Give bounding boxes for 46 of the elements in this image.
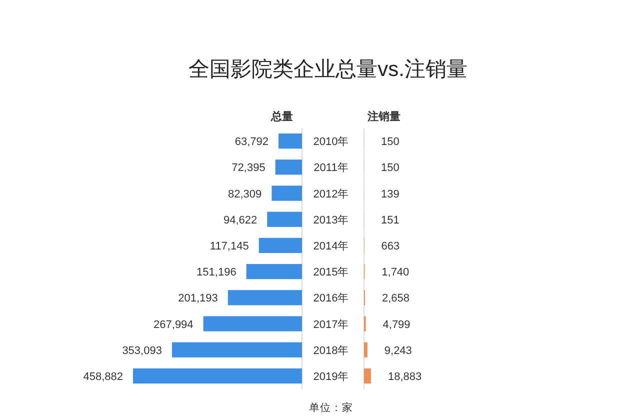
bar xyxy=(267,212,302,227)
data-label: 2,658 xyxy=(382,292,410,305)
data-label: 18,883 xyxy=(388,370,422,383)
data-label: 458,882 xyxy=(83,370,123,383)
data-label: 1,740 xyxy=(382,266,410,279)
data-label: 63,792 xyxy=(234,136,269,148)
y-tick-label: 2010年 xyxy=(313,136,349,148)
y-tick-label: 2011年 xyxy=(314,162,348,174)
data-label: 150 xyxy=(381,162,400,174)
data-label: 4,799 xyxy=(382,318,410,331)
y-tick-label: 2017年 xyxy=(313,318,349,331)
bar xyxy=(228,290,302,306)
series-label: 总量 xyxy=(270,110,293,123)
data-label: 663 xyxy=(381,240,400,252)
y-tick-label: 2019年 xyxy=(313,370,349,383)
bar xyxy=(364,368,371,384)
data-label: 94,622 xyxy=(223,214,258,226)
y-tick-label: 2013年 xyxy=(313,214,349,226)
bar xyxy=(278,133,302,149)
data-label: 139 xyxy=(381,188,400,200)
series-label: 注销量 xyxy=(366,110,400,123)
text: 单位：家 xyxy=(309,401,353,414)
data-label: 82,309 xyxy=(228,188,262,200)
y-tick-label: 2014年 xyxy=(313,240,349,252)
bar xyxy=(133,368,302,384)
y-tick-label: 2016年 xyxy=(313,292,349,305)
bar xyxy=(246,264,302,280)
data-label: 151 xyxy=(381,214,400,226)
data-label: 150 xyxy=(381,136,400,148)
bar xyxy=(364,342,368,358)
data-label: 151,196 xyxy=(196,266,236,279)
data-label: 117,145 xyxy=(210,240,249,252)
chart-title: 全国影院类企业总量vs.注销量 xyxy=(188,58,468,81)
data-label: 201,193 xyxy=(178,292,218,305)
data-label: 267,994 xyxy=(154,318,194,331)
bar xyxy=(258,238,302,254)
data-label: 353,093 xyxy=(122,344,162,357)
bar xyxy=(275,160,302,175)
y-tick-label: 2012年 xyxy=(313,188,349,200)
bar xyxy=(272,186,302,201)
y-tick-label: 2018年 xyxy=(313,344,349,357)
bar xyxy=(203,316,302,332)
data-label: 72,395 xyxy=(232,162,266,174)
y-tick-label: 2015年 xyxy=(313,266,349,279)
bar xyxy=(172,342,302,358)
data-label: 9,243 xyxy=(384,344,412,357)
